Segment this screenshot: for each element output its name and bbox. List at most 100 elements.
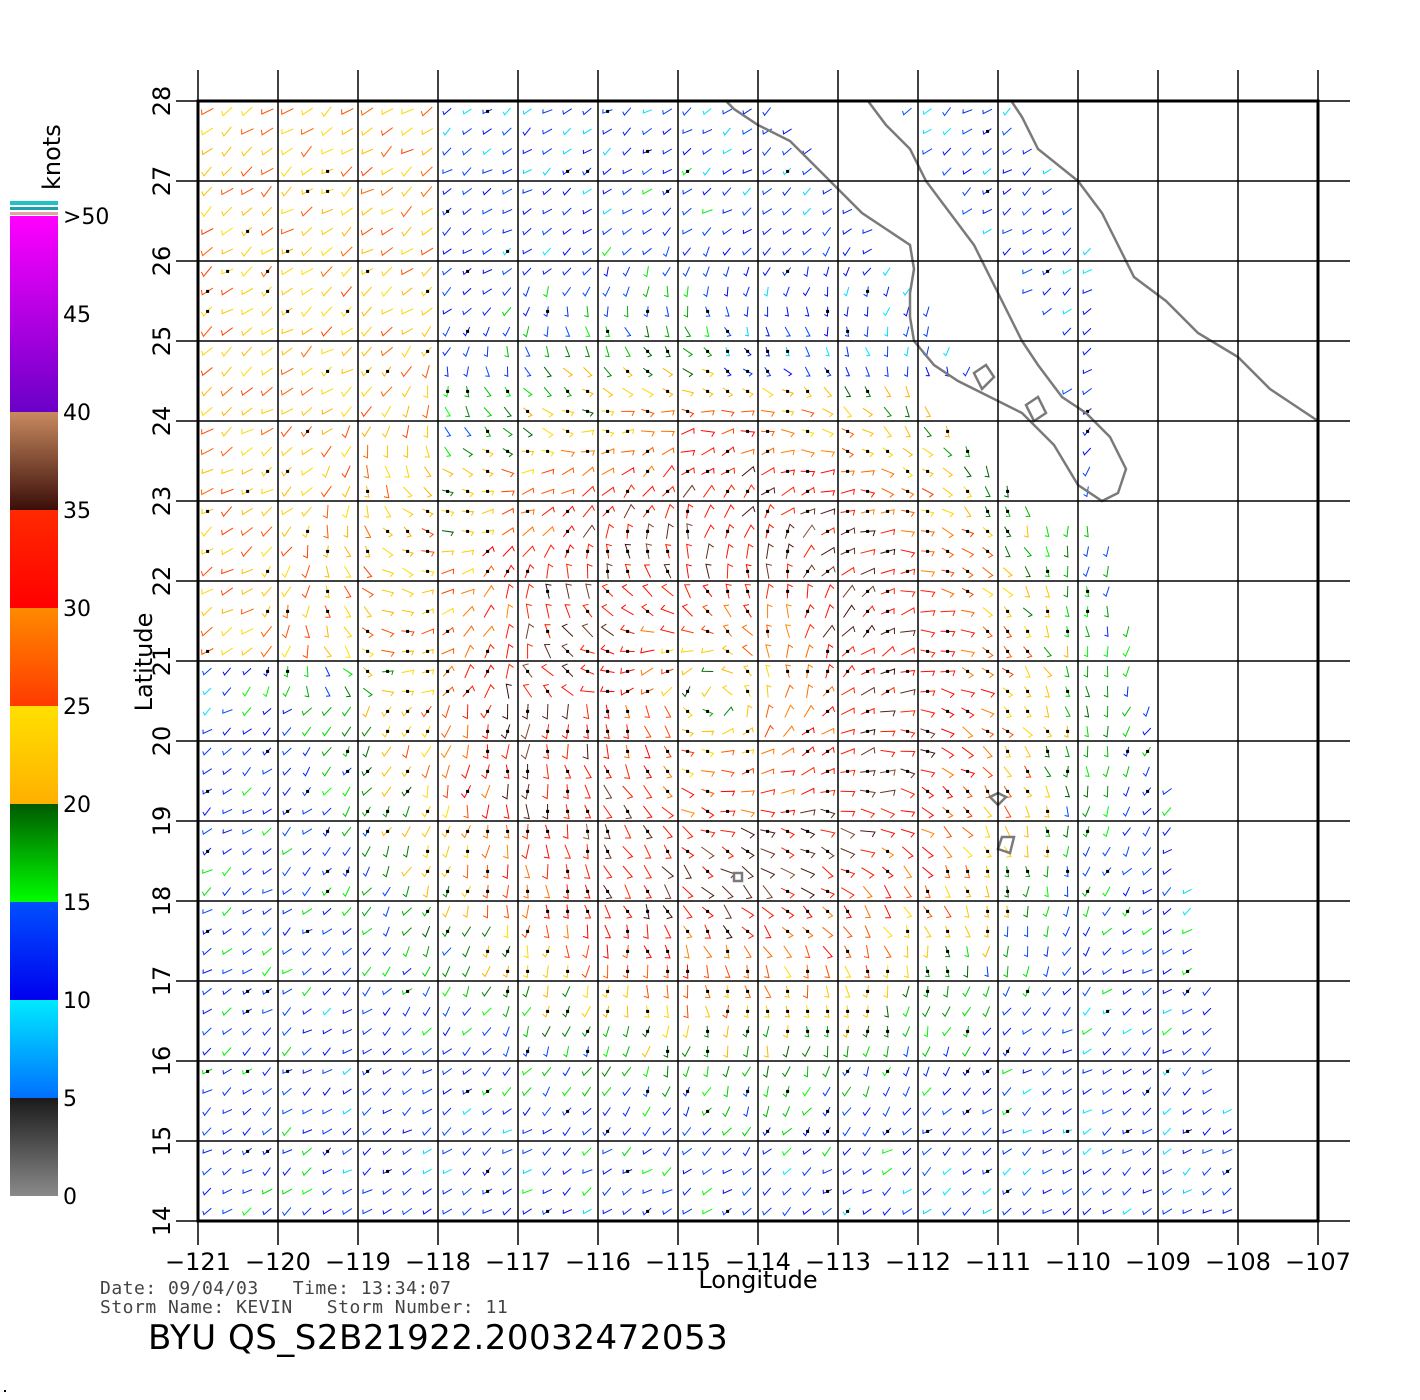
wind-barb	[502, 1188, 512, 1195]
wind-barb	[442, 926, 451, 938]
rain-flag	[546, 809, 550, 813]
wind-barb	[241, 288, 254, 296]
rain-flag	[346, 769, 350, 773]
wind-barb	[982, 647, 994, 659]
wind-barb	[925, 366, 931, 377]
wind-barb	[982, 567, 994, 579]
wind-barb	[742, 187, 751, 196]
wind-barb	[1162, 908, 1172, 916]
wind-barb	[682, 147, 692, 156]
wind-barb	[760, 486, 776, 496]
rain-flag	[986, 729, 990, 733]
rain-flag	[626, 429, 630, 433]
wind-barb	[802, 564, 816, 578]
wind-barb	[341, 406, 352, 418]
wind-barb	[743, 524, 755, 538]
wind-barb	[221, 327, 233, 336]
rain-flag	[486, 549, 490, 553]
wind-barb	[281, 287, 293, 296]
wind-barb	[241, 647, 253, 656]
wind-barb	[1042, 188, 1052, 196]
wind-barb	[202, 1107, 211, 1117]
rain-flag	[1006, 789, 1010, 793]
wind-barb	[722, 727, 734, 735]
wind-barb	[1102, 1027, 1112, 1037]
wind-barb	[721, 665, 734, 674]
wind-barb	[602, 387, 614, 398]
wind-barb	[522, 683, 533, 698]
wind-barb	[1042, 987, 1052, 997]
wind-barb	[1023, 845, 1029, 858]
wind-barb	[421, 326, 432, 338]
wind-barb	[302, 967, 312, 976]
wind-barb	[880, 528, 896, 536]
wind-barb	[541, 703, 549, 720]
wind-barb	[401, 385, 411, 398]
wind-barb	[624, 543, 631, 559]
wind-barb	[220, 506, 233, 518]
wind-barb	[1024, 745, 1032, 758]
rain-flag	[406, 549, 410, 553]
wind-barb	[782, 1066, 791, 1078]
wind-barb	[683, 286, 689, 298]
wind-barb	[461, 588, 475, 595]
wind-barb	[1044, 785, 1051, 798]
rain-flag	[646, 769, 650, 773]
rain-flag	[946, 669, 950, 673]
wind-barb	[1022, 1129, 1033, 1134]
x-tick-label: −115	[645, 1248, 711, 1276]
wind-barb	[201, 648, 214, 656]
wind-barb	[860, 509, 875, 515]
wind-barb	[1063, 565, 1069, 578]
wind-barb	[642, 1026, 651, 1038]
wind-barb	[421, 669, 434, 675]
rain-flag	[406, 649, 410, 653]
wind-barb	[202, 969, 213, 974]
wind-barb	[1142, 948, 1153, 955]
wind-barb	[502, 208, 513, 215]
wind-barb	[481, 724, 489, 740]
wind-barb	[844, 346, 850, 357]
rain-flag	[466, 389, 470, 393]
wind-barb	[481, 986, 492, 997]
wind-barb	[321, 306, 333, 317]
wind-barb	[864, 925, 871, 938]
wind-barb	[1142, 1028, 1153, 1036]
wind-barb	[784, 684, 794, 698]
wind-barb	[806, 684, 814, 698]
rain-flag	[846, 949, 850, 953]
wind-barb	[561, 724, 570, 740]
wind-barb	[541, 1026, 551, 1038]
wind-barb	[880, 789, 896, 796]
wind-barb	[662, 168, 673, 175]
wind-barb	[941, 688, 955, 699]
wind-barb	[382, 845, 390, 858]
wind-barb	[682, 1025, 690, 1039]
wind-barb	[703, 965, 710, 979]
wind-barb	[241, 207, 253, 217]
wind-barb	[422, 945, 430, 958]
wind-barb	[622, 227, 632, 236]
wind-barb	[527, 643, 533, 659]
wind-barb	[642, 188, 653, 195]
wind-barb	[581, 1026, 591, 1038]
wind-barb	[942, 1127, 952, 1136]
wind-barb	[522, 526, 535, 537]
wind-barb	[781, 486, 796, 497]
wind-barb	[300, 426, 312, 438]
wind-barb	[421, 589, 434, 595]
rain-flag	[1066, 869, 1070, 873]
y-tick-label: 23	[148, 486, 176, 517]
wind-barb	[1142, 706, 1150, 717]
wind-barb	[622, 785, 634, 800]
wind-barb	[862, 985, 869, 999]
rain-flag	[526, 889, 530, 893]
wind-barb	[422, 925, 431, 938]
rain-flag	[666, 909, 670, 913]
wind-barb	[380, 286, 393, 297]
wind-barb	[240, 166, 253, 177]
rain-flag	[626, 689, 630, 693]
wind-barb	[943, 905, 952, 918]
wind-barb	[541, 468, 555, 475]
wind-barb	[381, 108, 394, 115]
